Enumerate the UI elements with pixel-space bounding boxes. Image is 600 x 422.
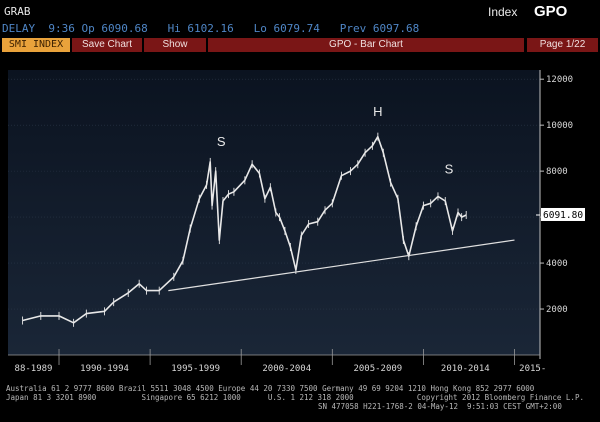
pattern-label: H bbox=[373, 104, 382, 119]
show-button[interactable]: Show bbox=[144, 38, 206, 52]
y-tick-label: 2000 bbox=[546, 305, 568, 315]
footer: Australia 61 2 9777 8600 Brazil 5511 304… bbox=[0, 383, 600, 422]
footer-session-info: SN 477058 H221-1768-2 04-May-12 9:51:03 … bbox=[318, 402, 562, 411]
x-period-label: 1990-1994 bbox=[80, 364, 129, 374]
last-price-label: 6091.80 bbox=[543, 210, 583, 221]
support-trendline bbox=[168, 239, 515, 292]
chart-title: GPO - Bar Chart bbox=[208, 38, 524, 52]
toolbar: SMI INDEX Save Chart Show GPO - Bar Char… bbox=[0, 38, 600, 53]
last-price-box bbox=[541, 207, 585, 221]
footer-contacts-2: Japan 81 3 3201 8900 Singapore 65 6212 1… bbox=[6, 393, 584, 402]
y-tick-label: 12000 bbox=[546, 75, 573, 85]
y-tick-label: 10000 bbox=[546, 121, 573, 131]
plot-area bbox=[8, 70, 540, 355]
quote-line: DELAY 9:36 Op 6090.68 Hi 6102.16 Lo 6079… bbox=[2, 22, 420, 35]
x-period-label: 1995-1999 bbox=[171, 364, 220, 374]
ticker-symbol: GPO bbox=[534, 3, 568, 20]
x-period-label: 88-1989 bbox=[15, 364, 53, 374]
x-period-label: 2010-2014 bbox=[441, 364, 490, 374]
page-indicator[interactable]: Page 1/22 bbox=[527, 38, 598, 52]
x-period-label: 2015- bbox=[519, 364, 546, 374]
price-chart[interactable]: 20004000600080001000012000 88-19891990-1… bbox=[0, 55, 600, 383]
y-tick-label: 8000 bbox=[546, 167, 568, 177]
series-layer bbox=[22, 132, 515, 327]
x-period-label: 2000-2004 bbox=[262, 364, 311, 374]
security-selector[interactable]: SMI INDEX bbox=[2, 38, 70, 52]
x-period-label: 2005-2009 bbox=[353, 364, 402, 374]
footer-contacts-1: Australia 61 2 9777 8600 Brazil 5511 304… bbox=[6, 384, 535, 393]
annotation-layer: 6091.80 S H S bbox=[217, 104, 585, 221]
x-axis: 88-1989 1990-1994 1995-1999 2000-2004 2005-2… bbox=[8, 349, 546, 374]
price-series-line bbox=[22, 135, 467, 324]
save-chart-button[interactable]: Save Chart bbox=[72, 38, 142, 52]
app-label: GRAB bbox=[4, 5, 31, 18]
pattern-label: S bbox=[445, 161, 454, 176]
pattern-label: S bbox=[217, 134, 226, 149]
y-tick-label: 4000 bbox=[546, 259, 568, 269]
index-label: Index bbox=[488, 5, 518, 19]
